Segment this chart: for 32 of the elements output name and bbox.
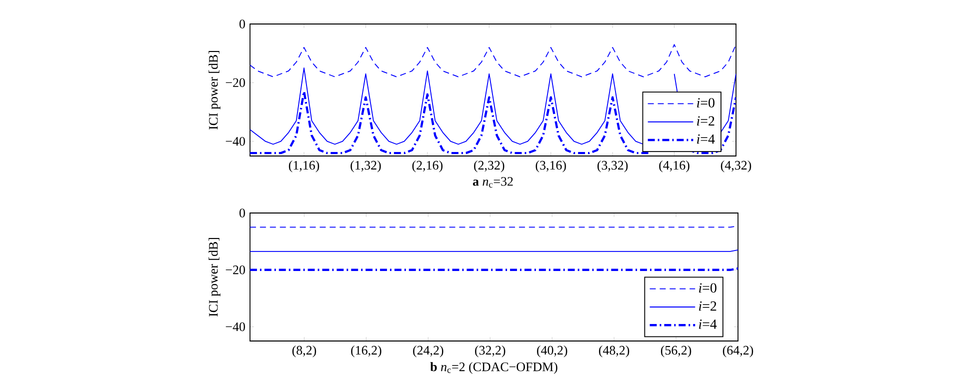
legend-label: i=2 xyxy=(697,116,714,126)
y-tick-label: −20 xyxy=(226,78,245,88)
x-tick-label: (2,32) xyxy=(474,160,504,172)
x-tick-label: (48,2) xyxy=(598,346,630,358)
x-tick-label: (64,2) xyxy=(722,346,754,358)
legend-label: i=2 xyxy=(699,301,716,311)
x-tick-label: (40,2) xyxy=(537,346,568,358)
x-tick-label: (4,32) xyxy=(720,160,752,172)
x-axis-title: b n$_{c}$=2 (CDAC−OFDM) xyxy=(430,362,558,374)
legend-label: i=4 xyxy=(697,134,715,144)
x-tick-label: (4,16) xyxy=(659,160,690,172)
legend-label: i=0 xyxy=(697,98,714,108)
x-tick-label: (16,2) xyxy=(351,346,382,358)
x-tick-label: (3,16) xyxy=(536,160,566,172)
y-tick-label: 0 xyxy=(240,20,245,28)
legend-label: i=4 xyxy=(699,320,717,329)
x-tick-label: (1,32) xyxy=(350,160,381,172)
x-tick-label: (3,32) xyxy=(597,160,628,172)
x-tick-label: (56,2) xyxy=(660,346,692,358)
x-axis-title: a n$_{c}$=32 xyxy=(472,177,513,188)
y-tick-label: −40 xyxy=(226,322,245,332)
y-tick-label: −40 xyxy=(226,136,245,146)
x-tick-label: (1,16) xyxy=(288,160,320,172)
legend-label: i=0 xyxy=(699,283,716,293)
x-tick-label: (24,2) xyxy=(413,346,444,358)
y-axis-title: ICI power [dB] xyxy=(208,51,220,130)
x-tick-label: (32,2) xyxy=(475,346,506,358)
y-axis-title: ICI power [dB] xyxy=(208,238,220,316)
x-tick-label: (8,2) xyxy=(292,346,316,358)
x-tick-label: (2,16) xyxy=(412,160,443,172)
y-tick-label: 0 xyxy=(240,208,245,218)
y-tick-label: −20 xyxy=(226,266,245,274)
